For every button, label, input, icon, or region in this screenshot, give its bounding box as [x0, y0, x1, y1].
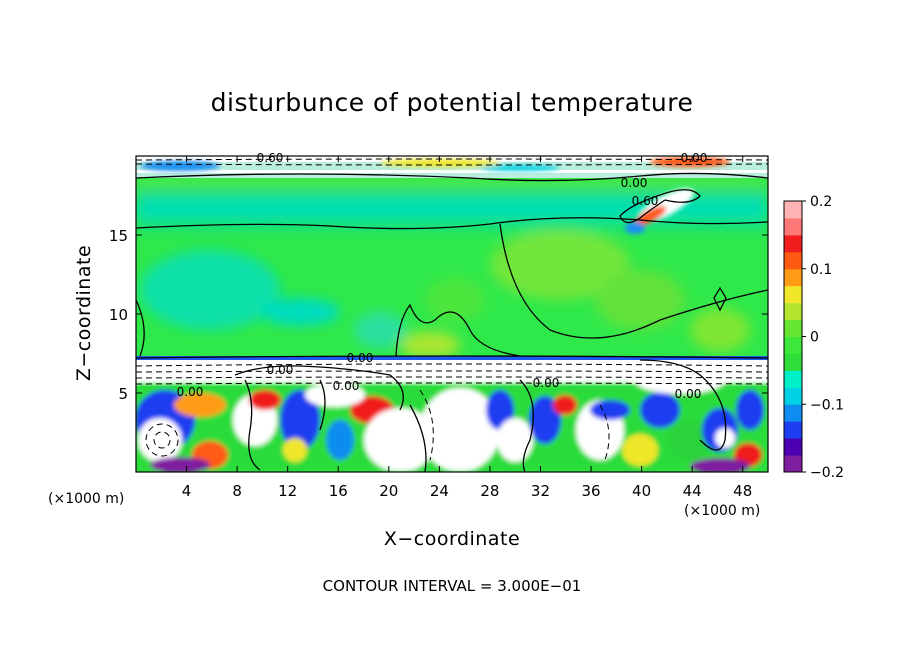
colorbar-tick-label: 0.1 [810, 262, 832, 278]
contour-label: 0.60 [257, 151, 284, 165]
colorbar-swatch [784, 353, 802, 371]
colorbar-swatch [784, 217, 802, 236]
y-tick-label: 15 [109, 227, 128, 245]
colorbar-swatch [784, 438, 802, 456]
y-axis-label: Z−coordinate [73, 244, 95, 382]
x-tick-label: 28 [480, 482, 499, 500]
colorbar-swatch [784, 285, 802, 304]
colorbar-swatch [784, 251, 802, 270]
colorbar-swatch [784, 319, 802, 337]
contour-label: 0.00 [621, 176, 648, 190]
y-tick-label: 10 [109, 306, 128, 324]
contour-interval-note: CONTOUR INTERVAL = 3.000E−01 [322, 577, 582, 595]
contour-label: 0.00 [333, 379, 360, 393]
colorbar [783, 200, 803, 473]
x-tick-label: 8 [232, 482, 242, 500]
colorbar-swatch [784, 455, 802, 473]
x-tick-label: 32 [531, 482, 550, 500]
contour-label: 0.00 [177, 385, 204, 399]
colorbar-swatch [784, 201, 802, 219]
x-tick-label: 24 [430, 482, 449, 500]
x-axis-label: X−coordinate [383, 528, 521, 550]
x-tick-label: 20 [379, 482, 398, 500]
x-tick-label: 16 [329, 482, 348, 500]
contour-label: 0.00 [347, 351, 374, 365]
x-tick-label: 40 [632, 482, 651, 500]
contour-label: 0.60 [632, 194, 659, 208]
contour-labels: 0.60 0.00 0.00 0.00 0.00 0.00 0.00 0.60 0.00 0.00 [177, 151, 708, 401]
x-axis-ticks: 4 8 12 16 20 24 28 32 36 40 44 48 [182, 156, 752, 500]
x-tick-label: 48 [733, 482, 752, 500]
colorbar-tick-label: −0.2 [810, 465, 844, 481]
x-unit-label-right: (×1000 m) [684, 503, 761, 519]
contour-label: 0.00 [681, 151, 708, 165]
x-tick-label: 12 [278, 482, 297, 500]
colorbar-swatch [784, 404, 802, 422]
colorbar-swatch [784, 421, 802, 439]
y-tick-label: 5 [118, 385, 128, 403]
heatmap-field [136, 156, 768, 472]
colorbar-swatch [784, 387, 802, 405]
x-unit-label-left: (×1000 m) [48, 491, 125, 507]
y-axis-ticks: 5 10 15 [109, 227, 768, 403]
colorbar-swatch [784, 370, 802, 388]
contour-label: 0.00 [267, 363, 294, 377]
colorbar-tick-label: −0.1 [810, 397, 844, 413]
colorbar-swatch [784, 336, 802, 354]
x-tick-label: 4 [182, 482, 192, 500]
colorbar-ticks: 0.2 0.1 0 −0.1 −0.2 [802, 194, 844, 481]
colorbar-swatch [784, 234, 802, 253]
colorbar-tick-label: 0.2 [810, 194, 832, 210]
x-tick-label: 36 [581, 482, 600, 500]
colorbar-swatch [784, 268, 802, 287]
colorbar-swatch [784, 302, 802, 321]
chart-title: disturbunce of potential temperature [210, 88, 694, 117]
contour-label: 0.00 [675, 387, 702, 401]
x-tick-label: 44 [683, 482, 702, 500]
colorbar-tick-label: 0 [810, 330, 819, 346]
contour-label: 0.00 [533, 376, 560, 390]
